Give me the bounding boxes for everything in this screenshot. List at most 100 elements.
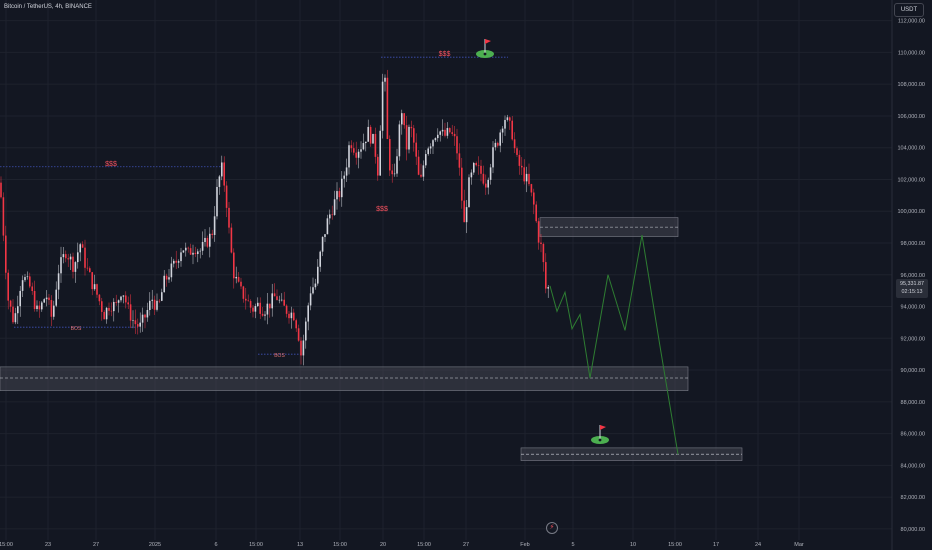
candle-body [252, 307, 254, 312]
candle-body [211, 233, 213, 235]
candle-body [360, 149, 362, 152]
candle-body [62, 254, 65, 258]
candle-body [425, 154, 427, 166]
symbol-title[interactable]: Bitcoin / TetherUS, 4h, BINANCE [4, 4, 92, 10]
candle-body [386, 77, 389, 139]
currency-button[interactable]: USDT [894, 3, 924, 17]
candle-body [187, 247, 189, 249]
candle-body [278, 299, 281, 301]
candle-body [384, 77, 386, 82]
candle-body [329, 214, 331, 219]
candle-body [247, 300, 249, 302]
candle-body [2, 197, 5, 236]
x-tick-label: Feb [520, 542, 529, 548]
candle-body [403, 113, 405, 126]
candle-body [120, 296, 122, 301]
x-tick-label: 6 [214, 542, 217, 548]
x-tick-label: 24 [755, 542, 761, 548]
candle-body [14, 313, 17, 323]
projection-line [549, 234, 679, 455]
candle-body [317, 266, 319, 284]
candle-body [463, 200, 465, 223]
candle-body [206, 237, 209, 247]
candle-body [535, 204, 537, 222]
candle-body [77, 252, 79, 263]
level-label: BOS [71, 326, 82, 332]
candle-body [55, 289, 57, 306]
candle-body [295, 320, 297, 329]
candle-body [65, 254, 67, 259]
candle-body [149, 300, 151, 310]
candle-body [350, 145, 353, 149]
level-label: $$$ [105, 161, 117, 168]
candle-body [161, 292, 163, 301]
candle-body [314, 283, 317, 288]
candle-body [103, 311, 105, 320]
candle-body [228, 207, 230, 228]
last-price-tag: 95,331.87 02:15:13 [896, 279, 928, 298]
candle-body [33, 290, 36, 310]
candle-body [96, 284, 98, 295]
candle-body [501, 128, 504, 133]
candle-body [312, 287, 314, 294]
candle-body [24, 277, 26, 281]
candle-body [129, 304, 132, 321]
candle-body [235, 276, 237, 279]
candle-body [259, 302, 261, 314]
y-tick-label: 90,000.00 [901, 368, 925, 374]
candle-body [324, 234, 326, 237]
x-tick-label: 13 [297, 542, 303, 548]
candle-body [209, 233, 211, 247]
candle-body [444, 129, 446, 136]
candle-body [283, 299, 285, 306]
candle-body [377, 156, 379, 176]
candle-body [465, 207, 468, 223]
candle-body [173, 260, 175, 264]
candle-body [177, 261, 180, 263]
candle-body [117, 300, 120, 303]
candle-body [223, 162, 225, 186]
candle-body [547, 287, 549, 289]
liquidity-levels: $$$ $$$ BOS BOS $$$ [0, 51, 508, 359]
candle-body [355, 152, 357, 158]
candle-body [398, 124, 401, 157]
level-label: BOS [274, 353, 285, 359]
candle-body [84, 247, 86, 268]
candle-body [408, 126, 410, 150]
golf-flag-icon [591, 425, 609, 444]
golf-flag-icon [476, 39, 494, 58]
candle-body [379, 130, 381, 176]
candle-body [201, 241, 204, 251]
candle-body [98, 294, 101, 302]
candle-body [511, 120, 513, 140]
candle-body [271, 293, 273, 309]
candle-body [45, 297, 48, 300]
candle-body [290, 312, 293, 319]
candle-body [336, 191, 338, 200]
x-tick-label: 15:00 [417, 542, 431, 548]
candle-body [185, 247, 187, 251]
candle-body [19, 290, 21, 307]
demand-supply-zones [0, 217, 743, 461]
candle-body [182, 250, 185, 253]
candle-body [432, 140, 434, 147]
candle-body [410, 126, 413, 129]
candle-body [348, 145, 350, 168]
candle-body [540, 242, 542, 244]
candle-body [50, 300, 53, 317]
candle-body [367, 126, 369, 142]
flag-markers [476, 39, 609, 444]
candle-body [446, 128, 449, 136]
candle-body [7, 272, 9, 301]
bar-countdown: 02:15:13 [901, 289, 923, 295]
candle-body [91, 272, 93, 290]
candle-body [249, 301, 252, 308]
level-label: $$$ [439, 51, 451, 58]
candle-body [297, 328, 300, 341]
candle-body [79, 244, 81, 253]
lightning-icon[interactable]: ⚡ [546, 522, 558, 534]
candle-body [43, 299, 45, 303]
x-tick-label: 27 [93, 542, 99, 548]
candle-body [480, 165, 482, 174]
